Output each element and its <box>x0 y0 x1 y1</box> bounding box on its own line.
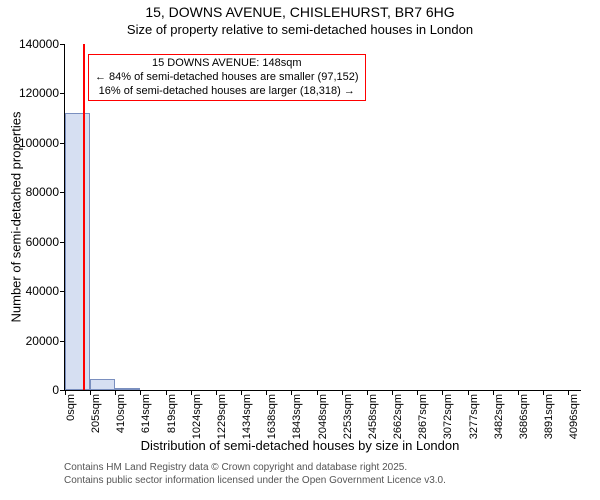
x-tick-label: 0sqm <box>65 394 77 421</box>
y-tick-mark <box>60 93 65 94</box>
y-tick-label: 140000 <box>19 37 59 51</box>
x-tick-label: 1229sqm <box>216 394 228 439</box>
x-tick-label: 614sqm <box>140 394 152 433</box>
x-tick-label: 2662sqm <box>392 394 404 439</box>
y-tick-label: 0 <box>52 383 59 397</box>
annotation-line-3: 16% of semi-detached houses are larger (… <box>95 85 359 99</box>
x-tick-label: 3277sqm <box>468 394 480 439</box>
y-tick-label: 20000 <box>26 334 59 348</box>
y-tick-label: 120000 <box>19 86 59 100</box>
attribution-line-1: Contains HM Land Registry data © Crown c… <box>64 462 446 475</box>
annotation-line-2: ← 84% of semi-detached houses are smalle… <box>95 71 359 85</box>
histogram-bar <box>90 379 115 390</box>
x-axis-title: Distribution of semi-detached houses by … <box>0 438 600 453</box>
title-block: 15, DOWNS AVENUE, CHISLEHURST, BR7 6HG S… <box>0 4 600 38</box>
x-tick-label: 819sqm <box>166 394 178 433</box>
y-tick-mark <box>60 143 65 144</box>
y-tick-mark <box>60 291 65 292</box>
x-tick-label: 2048sqm <box>317 394 329 439</box>
chart-subtitle: Size of property relative to semi-detach… <box>0 22 600 38</box>
histogram-bar <box>65 113 90 390</box>
chart-container: 15, DOWNS AVENUE, CHISLEHURST, BR7 6HG S… <box>0 0 600 500</box>
y-tick-mark <box>60 192 65 193</box>
x-tick-label: 4096sqm <box>568 394 580 439</box>
x-tick-label: 3891sqm <box>543 394 555 439</box>
x-tick-label: 2253sqm <box>342 394 354 439</box>
x-tick-label: 1434sqm <box>241 394 253 439</box>
attribution-block: Contains HM Land Registry data © Crown c… <box>64 462 446 487</box>
y-tick-mark <box>60 242 65 243</box>
x-tick-label: 3686sqm <box>518 394 530 439</box>
y-tick-label: 80000 <box>26 185 59 199</box>
x-tick-label: 205sqm <box>90 394 102 433</box>
y-tick-label: 60000 <box>26 235 59 249</box>
attribution-line-2: Contains public sector information licen… <box>64 475 446 488</box>
x-tick-label: 410sqm <box>115 394 127 433</box>
x-tick-label: 1024sqm <box>191 394 203 439</box>
x-tick-label: 2458sqm <box>367 394 379 439</box>
x-tick-label: 1638sqm <box>266 394 278 439</box>
x-tick-label: 3072sqm <box>442 394 454 439</box>
y-tick-mark <box>60 341 65 342</box>
chart-title: 15, DOWNS AVENUE, CHISLEHURST, BR7 6HG <box>0 4 600 22</box>
annotation-box: 15 DOWNS AVENUE: 148sqm ← 84% of semi-de… <box>88 54 366 101</box>
y-tick-label: 100000 <box>19 136 59 150</box>
x-tick-label: 1843sqm <box>291 394 303 439</box>
x-tick-label: 3482sqm <box>493 394 505 439</box>
annotation-line-1: 15 DOWNS AVENUE: 148sqm <box>95 57 359 71</box>
x-tick-label: 2867sqm <box>417 394 429 439</box>
y-tick-mark <box>60 44 65 45</box>
histogram-bar <box>115 388 140 390</box>
y-tick-label: 40000 <box>26 284 59 298</box>
y-axis-title: Number of semi-detached properties <box>9 112 24 323</box>
marker-line <box>83 44 85 390</box>
